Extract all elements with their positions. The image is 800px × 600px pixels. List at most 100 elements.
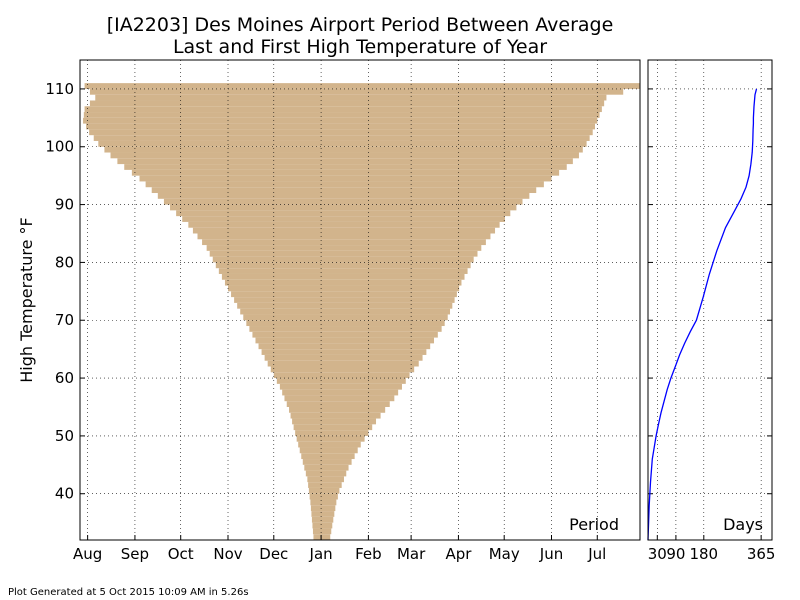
period-bar-10: [307, 476, 344, 483]
period-bar-1: [312, 528, 332, 535]
period-bar-32: [261, 349, 427, 355]
period-bar-3: [311, 516, 334, 523]
period-bar-22: [289, 406, 386, 413]
period-y-tick-label: 40: [55, 485, 74, 503]
period-y-tick-label: 70: [55, 311, 74, 329]
days-x-tick-label: 90: [666, 545, 685, 563]
period-bar-53: [192, 227, 496, 234]
period-bar-71: [86, 123, 595, 130]
period-bar-61: [145, 181, 544, 188]
period-bar-58: [163, 198, 523, 205]
period-y-tick-label: 110: [45, 80, 74, 98]
period-x-tick-label: Aug: [73, 545, 102, 563]
period-x-tick-label: Oct: [168, 545, 194, 563]
period-bar-74: [84, 106, 602, 113]
days-series-line: [647, 88, 758, 541]
period-x-tick-label: May: [489, 545, 520, 563]
period-bar-62: [139, 175, 552, 182]
period-bar-20: [292, 418, 377, 425]
period-bar-42: [231, 291, 457, 298]
period-bar-28: [273, 372, 410, 379]
period-bar-11: [305, 470, 347, 477]
period-bar-13: [302, 459, 352, 465]
period-bar-52: [197, 233, 491, 240]
period-bar-23: [286, 401, 390, 407]
period-plot-frame: [79, 59, 641, 541]
period-bar-64: [124, 164, 567, 170]
period-bar-60: [151, 187, 537, 194]
period-bar-26: [279, 383, 402, 390]
period-bar-29: [270, 366, 415, 373]
period-bar-36: [249, 326, 442, 332]
days-gridlines: [648, 60, 772, 540]
period-bar-50: [206, 245, 482, 251]
period-bar-73: [83, 112, 600, 118]
period-bar-24: [284, 395, 395, 402]
period-bar-33: [258, 343, 431, 350]
period-bar-34: [255, 337, 435, 344]
period-bar-66: [110, 152, 579, 159]
period-bar-44: [224, 279, 462, 286]
days-x-tick-label: 30: [648, 545, 667, 563]
period-bar-21: [290, 412, 381, 419]
period-bar-37: [246, 320, 445, 327]
period-bar-77: [89, 88, 624, 95]
period-bar-55: [182, 216, 505, 222]
period-bar-38: [243, 314, 448, 321]
period-x-tick-label: Dec: [259, 545, 288, 563]
period-bar-17: [296, 435, 365, 442]
period-bar-59: [157, 193, 530, 199]
period-bar-31: [264, 354, 423, 361]
period-bar-68: [98, 140, 587, 147]
period-bar-63: [131, 169, 560, 176]
period-bar-18: [295, 430, 369, 436]
period-bar-16: [298, 441, 361, 448]
period-bar-67: [104, 146, 583, 153]
period-bar-19: [293, 424, 373, 431]
period-bar-45: [221, 273, 465, 280]
period-x-tick-label: Jun: [539, 545, 563, 563]
period-bar-46: [218, 268, 468, 274]
period-bar-41: [234, 297, 455, 303]
period-bar-30: [267, 360, 419, 367]
period-y-axis: 40 50 60 70 80 90 100 110: [45, 80, 85, 503]
period-bar-76: [95, 94, 607, 101]
period-bar-27: [276, 378, 406, 384]
days-x-tick-label: 180: [689, 545, 718, 563]
period-bar-9: [308, 482, 342, 488]
period-bar-49: [209, 250, 478, 257]
period-bar-6: [310, 499, 337, 506]
period-x-tick-label: Mar: [397, 545, 426, 563]
period-bar-35: [252, 331, 438, 338]
period-bar-0: [313, 534, 331, 540]
period-bar-72: [83, 117, 598, 124]
period-bar-51: [202, 239, 486, 246]
period-x-axis: Aug Sep Oct Nov Dec Jan Feb Mar Apr May Jun Jul: [73, 535, 606, 563]
period-bar-8: [308, 487, 340, 494]
period-y-tick-label: 80: [55, 253, 74, 271]
period-bar-69: [93, 135, 590, 141]
period-bar-75: [89, 100, 605, 107]
period-bar-70: [89, 129, 593, 136]
period-bar-14: [301, 453, 355, 460]
period-bar-56: [176, 210, 511, 217]
days-panel-label: Days: [723, 515, 763, 534]
y-axis-label: High Temperature °F: [17, 217, 36, 383]
period-y-tick-label: 100: [45, 138, 74, 156]
period-x-tick-label: Nov: [213, 545, 242, 563]
period-bar-39: [240, 308, 451, 315]
period-x-tick-label: Jul: [587, 545, 606, 563]
period-bar-54: [188, 221, 500, 228]
period-bar-43: [228, 285, 460, 292]
period-bar-65: [117, 158, 573, 165]
period-bar-4: [311, 511, 335, 517]
period-bar-2: [312, 522, 333, 529]
period-y-tick-label: 50: [55, 427, 74, 445]
period-bar-78: [84, 83, 641, 89]
period-x-tick-label: Jan: [309, 545, 333, 563]
period-gridlines: [80, 60, 640, 540]
period-x-tick-label: Apr: [445, 545, 472, 563]
period-bars: [83, 83, 641, 540]
period-bar-57: [170, 204, 517, 211]
